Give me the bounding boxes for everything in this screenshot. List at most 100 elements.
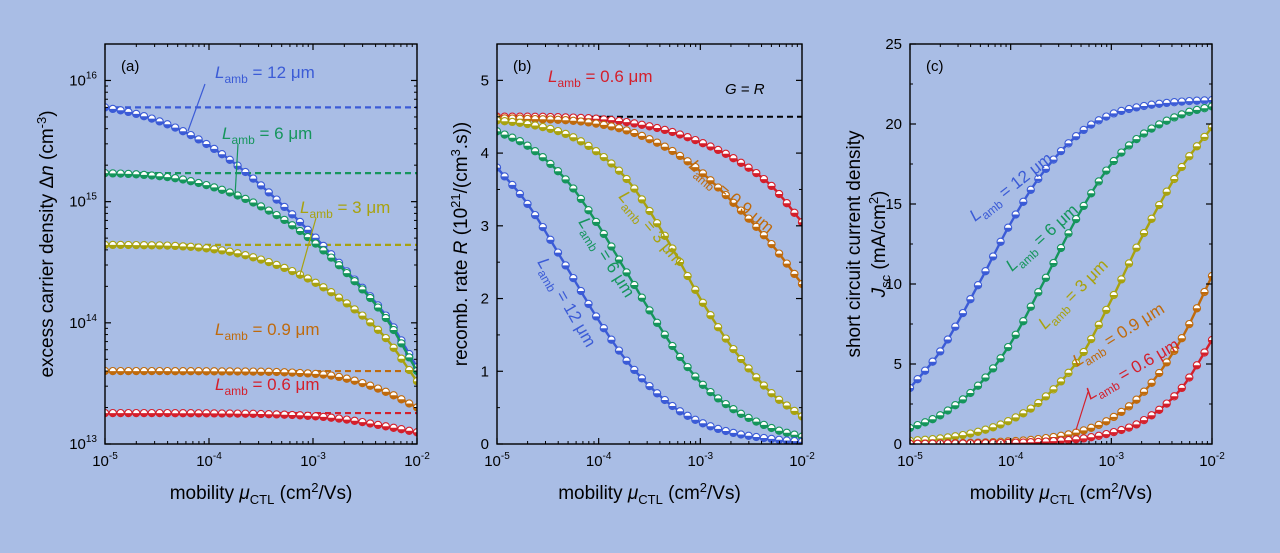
data-point-fill: [358, 422, 366, 426]
data-point-fill: [117, 413, 125, 417]
series-markers-lamb-6-m: [497, 127, 802, 441]
series-markers-lamb-0-6-m: [910, 335, 1212, 444]
data-point-fill: [382, 318, 390, 322]
data-point-fill: [1012, 417, 1020, 421]
data-point-fill: [273, 414, 281, 418]
x-axis-label: mobility μCTL (cm2/Vs): [558, 480, 741, 507]
data-point-fill: [1095, 181, 1103, 185]
data-point-fill: [729, 158, 737, 162]
data-point-fill: [623, 272, 631, 276]
data-point-fill: [760, 385, 768, 390]
x-tick-label: 10-3: [300, 451, 326, 470]
data-point-fill: [124, 245, 132, 249]
data-point-fill: [798, 222, 802, 226]
data-point-fill: [296, 231, 304, 235]
data-point-fill: [699, 143, 707, 147]
data-point-fill: [397, 343, 405, 347]
data-point-fill: [508, 137, 516, 142]
data-point-fill: [714, 149, 722, 154]
data-point-fill: [752, 377, 760, 381]
data-point-fill: [1087, 193, 1095, 197]
data-point-fill: [171, 371, 179, 375]
data-point-fill: [218, 413, 226, 418]
data-point-fill: [1117, 430, 1125, 434]
data-point-fill: [592, 316, 600, 320]
data-point-fill: [752, 437, 760, 441]
data-point-fill: [1125, 263, 1133, 267]
data-point-fill: [1178, 338, 1186, 342]
data-point-fill: [374, 388, 382, 393]
data-point-fill: [737, 434, 745, 439]
data-point-fill: [577, 141, 585, 145]
data-point-fill: [374, 329, 382, 334]
data-point-fill: [1208, 127, 1212, 131]
data-point-fill: [760, 235, 768, 239]
data-point-fill: [335, 265, 343, 269]
data-point-fill: [241, 371, 249, 376]
data-point-fill: [234, 253, 242, 257]
data-point-fill: [706, 392, 715, 396]
data-point-fill: [944, 339, 952, 344]
data-point-fill: [179, 246, 187, 250]
data-point-fill: [1072, 219, 1080, 223]
data-point-fill: [783, 405, 791, 410]
data-point-fill: [722, 338, 730, 343]
data-point-fill: [1155, 409, 1163, 414]
data-point-fill: [539, 119, 547, 123]
data-point-fill: [607, 339, 615, 344]
data-point-fill: [351, 420, 359, 425]
data-point-fill: [1148, 218, 1156, 223]
data-point-fill: [501, 134, 509, 139]
data-point-fill: [249, 202, 257, 207]
data-point-fill: [562, 133, 570, 138]
data-point-fill: [676, 411, 684, 415]
data-point-fill: [706, 315, 715, 319]
data-point-fill: [661, 235, 669, 240]
x-tick-label: 10-5: [897, 451, 923, 470]
data-point-fill: [1102, 116, 1110, 121]
series-markers-lamb-0-9-m: [105, 366, 417, 412]
panel-b: 10-5 10-4 10-3 10-2 0 1 2 3 4 5 mobility μCTL (cm2…: [448, 43, 815, 507]
data-point-fill: [105, 107, 109, 111]
data-point-fill: [714, 398, 722, 402]
data-point-fill: [195, 371, 203, 375]
annotation-g-equals-r: G = R: [725, 81, 765, 98]
data-point-fill: [296, 274, 304, 279]
data-point-fill: [1125, 109, 1133, 113]
data-point-fill: [1102, 421, 1110, 425]
data-point-fill: [109, 413, 117, 417]
data-point-fill: [668, 248, 676, 253]
data-point-fill: [280, 372, 288, 376]
data-point-fill: [638, 297, 646, 302]
series-label-lamb-6-m: Lamb = 6 μm: [222, 124, 312, 147]
data-point-fill: [569, 278, 577, 282]
data-point-fill: [105, 413, 109, 417]
series-markers-lamb-0-9-m: [497, 114, 802, 289]
data-point-fill: [684, 276, 692, 280]
data-point-fill: [1117, 110, 1125, 115]
data-point-fill: [497, 120, 501, 125]
data-point-fill: [546, 239, 554, 244]
data-point-fill: [921, 422, 929, 426]
data-point-fill: [413, 432, 417, 436]
data-point-fill: [623, 179, 631, 183]
data-point-fill: [1042, 396, 1050, 400]
data-point-fill: [280, 206, 288, 211]
data-point-fill: [1065, 233, 1073, 237]
data-point-fill: [390, 395, 398, 399]
panel-c: 10-5 10-4 10-3 10-2 0 5 10 15 20 25 mobility μCTL …: [844, 36, 1225, 507]
data-point-fill: [319, 250, 327, 254]
data-point-fill: [630, 285, 638, 289]
y-axis-label: recomb. rate R (1021/(cm3.s)): [448, 122, 472, 367]
data-point-fill: [382, 391, 390, 396]
data-point-fill: [327, 292, 335, 296]
data-point-fill: [1034, 403, 1042, 407]
data-point-fill: [790, 410, 798, 415]
data-point-fill: [226, 251, 234, 256]
data-point-fill: [729, 432, 737, 437]
data-point-fill: [257, 371, 265, 376]
data-point-fill: [1087, 427, 1095, 432]
data-point-fill: [974, 431, 982, 436]
data-point-fill: [1012, 334, 1020, 339]
data-point-fill: [1140, 233, 1148, 237]
